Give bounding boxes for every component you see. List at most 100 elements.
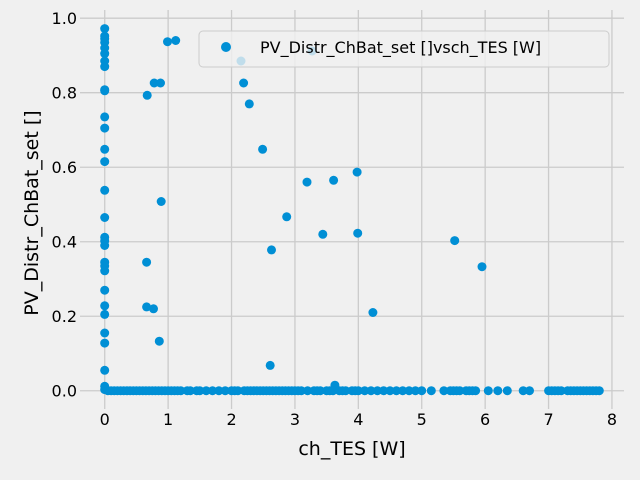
x-tick-labels: 0 1 2 3 4 5 6 7 8 <box>100 410 617 429</box>
data-point <box>149 304 158 314</box>
x-tick-label: 2 <box>226 410 236 429</box>
data-point <box>493 386 503 396</box>
data-point <box>142 302 152 312</box>
data-point <box>594 386 604 396</box>
data-point <box>100 62 110 72</box>
data-point <box>439 386 449 396</box>
x-tick-label: 7 <box>543 410 553 429</box>
x-axis-label: ch_TES [W] <box>298 438 405 460</box>
data-point <box>368 308 378 317</box>
x-tick-label: 3 <box>290 410 300 429</box>
data-point <box>353 386 363 396</box>
legend-box <box>198 30 610 68</box>
data-point <box>282 212 292 222</box>
data-point <box>379 386 389 396</box>
data-point <box>518 386 528 396</box>
data-point <box>303 386 313 396</box>
data-point <box>100 328 110 338</box>
data-point <box>244 99 254 109</box>
data-point <box>100 213 110 222</box>
data-point <box>156 78 165 88</box>
data-point <box>100 338 110 348</box>
data-point <box>220 386 230 396</box>
data-point <box>100 112 110 122</box>
data-point <box>100 49 110 59</box>
data-point <box>149 78 159 88</box>
data-point <box>154 336 164 346</box>
data-point <box>352 167 362 177</box>
data-point <box>100 185 110 195</box>
data-point <box>142 257 152 267</box>
data-point <box>391 386 401 396</box>
data-point <box>404 386 414 396</box>
y-tick-label: 0.4 <box>52 233 77 252</box>
data-point <box>483 386 493 396</box>
legend: PV_Distr_ChBat_set []vsch_TES [W] <box>198 30 610 68</box>
x-tick-label: 1 <box>163 410 173 429</box>
data-point <box>525 386 534 396</box>
data-point <box>208 386 217 396</box>
data-point <box>502 386 512 396</box>
x-tick-label: 8 <box>607 410 617 429</box>
data-point <box>100 123 110 133</box>
data-point <box>214 386 224 396</box>
x-tick-label: 0 <box>100 410 110 429</box>
data-point <box>329 175 339 185</box>
data-point <box>171 36 181 45</box>
data-point <box>100 266 110 276</box>
data-point <box>455 386 465 396</box>
data-point <box>100 144 110 154</box>
data-point <box>318 229 328 239</box>
legend-marker <box>221 42 231 52</box>
data-point <box>156 197 166 206</box>
data-point <box>100 86 110 96</box>
data-point <box>267 245 276 255</box>
data-point <box>100 241 110 250</box>
y-tick-labels: 0.0 0.2 0.4 0.6 0.8 1.0 <box>52 9 77 401</box>
data-point <box>372 386 382 396</box>
legend-label: PV_Distr_ChBat_set []vsch_TES [W] <box>260 38 541 58</box>
data-point <box>410 386 420 396</box>
data-point <box>100 309 110 319</box>
data-point <box>302 177 312 187</box>
data-point <box>315 386 325 396</box>
data-point <box>185 386 195 396</box>
y-tick-label: 0.8 <box>52 84 77 103</box>
data-point <box>258 144 268 154</box>
data-point <box>195 386 205 396</box>
data-point <box>360 386 370 396</box>
y-tick-label: 0.2 <box>52 307 77 326</box>
data-point <box>366 386 376 396</box>
data-point <box>163 37 172 47</box>
data-point <box>341 386 351 396</box>
data-point <box>296 386 306 396</box>
data-point <box>426 386 436 396</box>
data-point <box>142 90 152 100</box>
data-point <box>385 386 395 396</box>
y-axis-label: PV_Distr_ChBat_set [] <box>21 110 43 315</box>
y-tick-label: 1.0 <box>52 9 77 28</box>
data-point <box>100 365 110 375</box>
data-point <box>265 360 275 370</box>
data-point <box>471 386 481 396</box>
data-point <box>176 386 186 396</box>
data-points <box>100 24 604 396</box>
x-tick-label: 6 <box>480 410 490 429</box>
y-tick-label: 0.0 <box>52 382 77 401</box>
data-point <box>239 78 249 88</box>
data-point <box>353 228 363 238</box>
data-point <box>450 236 460 246</box>
data-point <box>100 24 110 34</box>
data-point <box>100 285 110 295</box>
grid-lines <box>80 10 624 409</box>
data-point <box>417 386 427 396</box>
data-point <box>233 386 243 396</box>
data-point <box>398 386 408 396</box>
data-point <box>100 157 110 167</box>
y-tick-label: 0.6 <box>52 158 77 177</box>
data-point <box>477 262 487 272</box>
data-point <box>201 386 211 396</box>
data-point <box>556 386 566 396</box>
